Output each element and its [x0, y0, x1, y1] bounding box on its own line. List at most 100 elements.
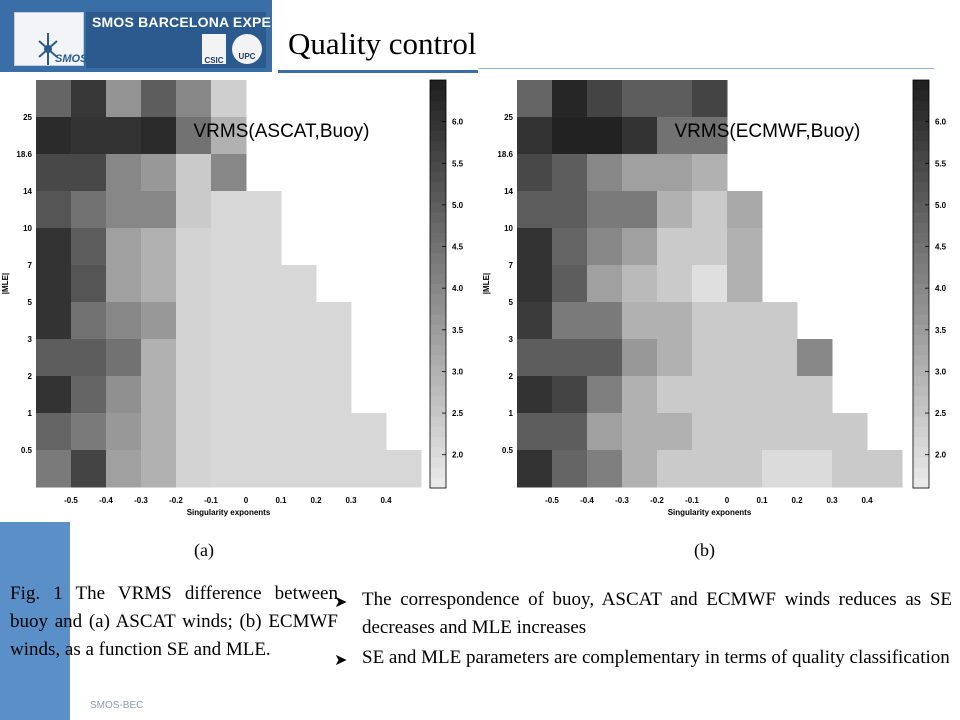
- logo-smos-text: SMOS: [55, 53, 88, 65]
- colorbar-segment: [913, 477, 929, 489]
- colorbar-segment: [913, 110, 929, 122]
- heatmap-cell: [552, 450, 588, 488]
- heatmap-cell: [622, 302, 658, 340]
- heatmap-cell: [657, 228, 693, 266]
- colorbar-frame: [912, 79, 930, 489]
- heatmap-cell: [552, 117, 588, 155]
- heatmap-cell: [106, 339, 142, 377]
- colorbar-segment: [430, 477, 446, 489]
- heatmap-cell: [517, 450, 553, 488]
- heatmap-cell: [797, 413, 833, 451]
- heatmap-cell: [246, 302, 282, 340]
- heatmap-cell: [587, 117, 623, 155]
- colorbar-segment: [430, 182, 446, 193]
- heatmap-cell: [517, 339, 553, 377]
- chart-annotation: VRMS(ECMWF,Buoy): [675, 121, 861, 142]
- heatmap-cell: [351, 450, 387, 488]
- colorbar-segment: [913, 253, 929, 265]
- heatmap-cell: [622, 117, 658, 155]
- colorbar-segment: [913, 243, 929, 254]
- heatmap-cell: [762, 339, 798, 377]
- heatmap-cell: [106, 302, 142, 340]
- heatmap-cell: [587, 450, 623, 488]
- heatmap-cell: [517, 154, 553, 192]
- colorbar-segment: [430, 355, 446, 367]
- colorbar-segment: [913, 447, 929, 458]
- colorbar-segment: [913, 324, 929, 336]
- colorbar-tick-label: 4.5: [452, 243, 464, 252]
- colorbar-tick-label: 3.5: [935, 326, 947, 335]
- colorbar-segment: [913, 273, 929, 285]
- y-tick-label: 14: [504, 187, 513, 196]
- bullet-list: ➤ The correspondence of buoy, ASCAT and …: [334, 586, 952, 676]
- colorbar-segment: [430, 365, 446, 377]
- heatmap-cell: [692, 302, 728, 340]
- y-tick-label: 7: [28, 261, 33, 270]
- x-tick-label: -0.5: [545, 496, 559, 505]
- colorbar-segment: [430, 447, 446, 458]
- heatmap-cell: [36, 376, 72, 414]
- colorbar-tick-label: 5.5: [452, 159, 464, 168]
- heatmap-cell: [587, 339, 623, 377]
- x-tick-label: 0: [244, 496, 249, 505]
- colorbar-segment: [430, 457, 446, 469]
- colorbar-tick-label: 2.0: [935, 451, 947, 460]
- colorbar-segment: [913, 192, 929, 203]
- colorbar-segment: [430, 131, 446, 142]
- colorbar-segment: [913, 304, 929, 316]
- colorbar-frame: [429, 79, 447, 489]
- heatmap-cell: [727, 228, 763, 266]
- heatmap-cell: [692, 228, 728, 266]
- colorbar-segment: [430, 171, 446, 183]
- heatmap-cell: [106, 80, 142, 118]
- heatmap-cell: [587, 80, 623, 118]
- x-tick-label: -0.2: [650, 496, 664, 505]
- heatmap-cell: [36, 117, 72, 155]
- colorbar-segment: [913, 396, 929, 407]
- heatmap-cell: [692, 80, 728, 118]
- x-tick-label: 0.3: [345, 496, 357, 505]
- colorbar-segment: [913, 375, 929, 387]
- heatmap-cell: [386, 450, 422, 488]
- y-tick-label: 2: [28, 372, 33, 381]
- heatmap-cell: [281, 339, 317, 377]
- heatmap-cell: [141, 450, 177, 488]
- heatmap-cell: [71, 302, 107, 340]
- heatmap-cell: [517, 413, 553, 451]
- heatmap-cell: [71, 450, 107, 488]
- heatmap-cell: [762, 413, 798, 451]
- colorbar-segment: [430, 212, 446, 224]
- heatmap-cell: [692, 265, 728, 303]
- x-tick-label: 0.1: [275, 496, 287, 505]
- colorbar-segment: [430, 233, 446, 244]
- y-tick-label: 3: [28, 335, 33, 344]
- heatmap-cell: [141, 228, 177, 266]
- heatmap-cell: [71, 265, 107, 303]
- heatmap-cell: [141, 413, 177, 451]
- heatmap-cell: [587, 413, 623, 451]
- colorbar-segment: [913, 314, 929, 326]
- x-tick-label: 0.2: [791, 496, 803, 505]
- heatmap-cell: [797, 339, 833, 377]
- heatmap-cell: [657, 450, 693, 488]
- colorbar-tick-label: 3.5: [452, 326, 464, 335]
- heatmap-cell: [71, 117, 107, 155]
- heatmap-cell: [141, 376, 177, 414]
- heatmap-cell: [246, 228, 282, 266]
- heatmap-cell: [517, 228, 553, 266]
- heatmap-cell: [36, 339, 72, 377]
- heatmap-cell: [176, 265, 212, 303]
- heatmap-cell: [552, 228, 588, 266]
- arrow-bullet-icon: ➤: [334, 592, 348, 611]
- colorbar-segment: [430, 263, 446, 275]
- heatmap-cell: [316, 339, 352, 377]
- colorbar-segment: [430, 151, 446, 163]
- y-tick-label: 5: [509, 298, 514, 307]
- heatmap-cell: [36, 450, 72, 488]
- heatmap-cell: [692, 154, 728, 192]
- colorbar-tick-label: 5.5: [935, 159, 947, 168]
- x-axis-label: Singularity exponents: [187, 508, 271, 517]
- bullet-item: ➤ SE and MLE parameters are complementar…: [334, 644, 952, 674]
- heatmap-cell: [517, 191, 553, 229]
- y-tick-label: 18.6: [497, 150, 513, 159]
